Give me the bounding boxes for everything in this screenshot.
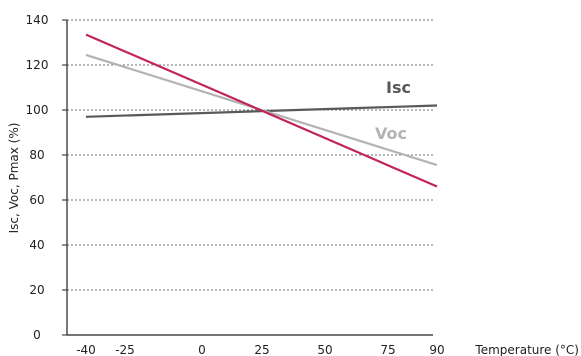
series-label-isc: Isc <box>386 78 411 97</box>
series-labels: Isc Voc <box>375 78 411 143</box>
gridlines <box>62 19 433 336</box>
y-tick-label: 20 <box>29 283 44 297</box>
x-tick-label: 25 <box>254 343 269 356</box>
x-tick-label: -40 <box>76 343 96 356</box>
y-tick-label: 120 <box>26 58 49 72</box>
y-tick-label: 140 <box>26 13 49 27</box>
series-label-voc: Voc <box>375 124 407 143</box>
x-tick-label: 50 <box>317 343 332 356</box>
y-tick-label: 60 <box>29 193 44 207</box>
x-tick-label: 90 <box>429 343 444 356</box>
x-axis-title: Temperature (°C) <box>474 343 579 356</box>
y-tick-label: 100 <box>26 103 49 117</box>
x-tick-label: 0 <box>198 343 206 356</box>
y-tick-label: 80 <box>29 148 44 162</box>
series-line-unlabeled <box>85 33 438 188</box>
y-tick-label: 40 <box>29 238 44 252</box>
series-lines <box>85 33 438 188</box>
y-axis-title: Isc, Voc, Pmax (%) <box>7 123 21 234</box>
x-tick-labels: -40 -25 0 25 50 75 90 <box>76 343 444 356</box>
y-tick-labels: 0 20 40 60 80 100 120 140 <box>26 13 49 342</box>
y-tick-label: 0 <box>33 328 41 342</box>
x-tick-label: 75 <box>380 343 395 356</box>
x-tick-label: -25 <box>115 343 135 356</box>
